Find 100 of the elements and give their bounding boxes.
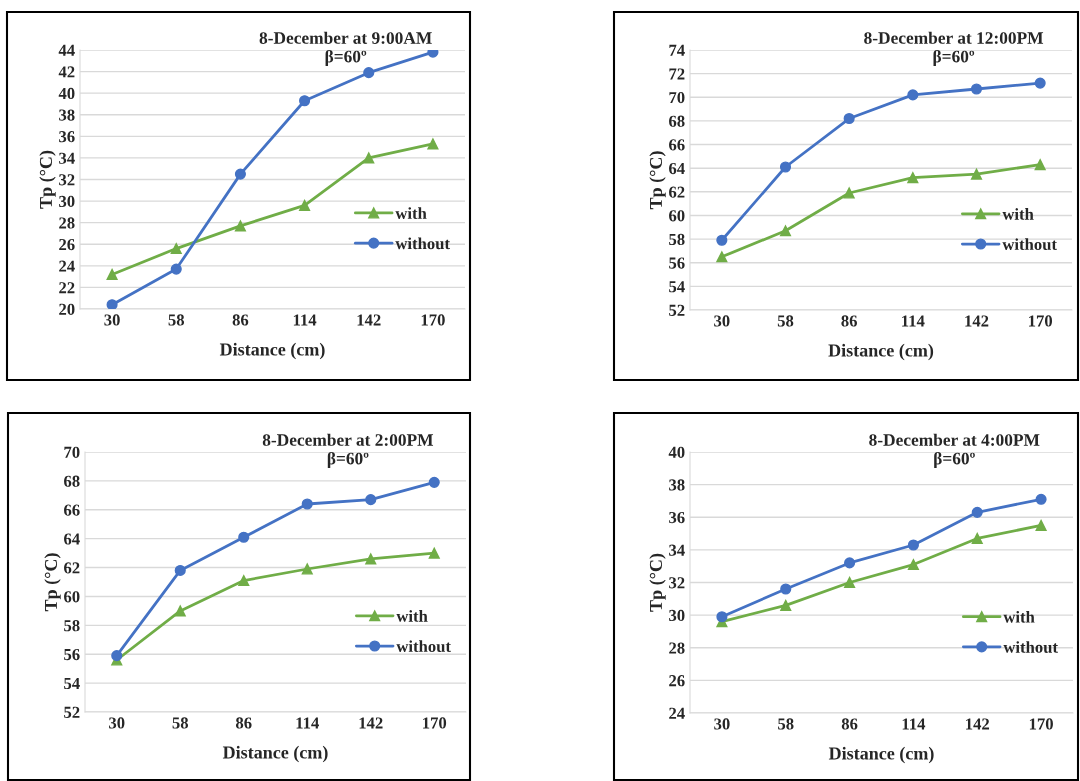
x-tick-label: 142 [966, 718, 990, 730]
x-tick-label: 170 [423, 717, 447, 729]
y-axis-title: Tp (°C) [44, 553, 61, 612]
y-tick-label: 72 [669, 68, 685, 80]
y-tick-label: 64 [64, 533, 80, 545]
legend-label: without [396, 640, 451, 653]
point [427, 138, 439, 150]
point [301, 563, 313, 575]
point [907, 89, 919, 101]
y-tick-label: 60 [64, 591, 80, 603]
point [234, 168, 246, 180]
x-tick-label: 114 [296, 717, 319, 729]
x-tick-label: 170 [1029, 718, 1053, 730]
y-tick-label: 32 [669, 577, 685, 589]
x-axis-title: Distance (cm) [222, 745, 328, 763]
point [174, 605, 186, 617]
y-tick-label: 28 [59, 217, 75, 229]
point [971, 506, 983, 518]
legend-label: with [396, 610, 428, 622]
chart-subtitle: β=60º [325, 50, 367, 66]
legend-label: with [1003, 610, 1035, 623]
chart-title: 8-December at 2:00PM [262, 433, 434, 446]
y-tick-label: 66 [669, 139, 685, 151]
x-tick-label: 30 [104, 314, 120, 326]
legend-label: with [1002, 208, 1034, 220]
legend-label: without [395, 237, 450, 250]
x-tick-label: 142 [359, 717, 383, 729]
y-tick-label: 38 [669, 479, 685, 491]
legend-label: without [1002, 238, 1057, 251]
y-tick-label: 60 [669, 210, 685, 222]
point [1035, 493, 1047, 505]
point [970, 83, 983, 95]
x-tick-label: 30 [109, 717, 125, 729]
chart-title: 8-December at 12:00PM [864, 31, 1044, 44]
point [106, 299, 118, 309]
point [299, 95, 311, 107]
point [780, 599, 792, 611]
x-axis-title: Distance (cm) [828, 343, 934, 361]
y-tick-label: 44 [58, 44, 75, 56]
x-tick-label: 142 [965, 315, 989, 327]
point [1034, 159, 1046, 171]
legend-label: with [395, 207, 427, 219]
point [428, 476, 440, 488]
point [907, 558, 919, 571]
point [716, 251, 728, 263]
y-tick-label: 70 [669, 91, 685, 104]
y-tick-label: 54 [64, 677, 80, 690]
y-tick-label: 62 [64, 562, 80, 574]
point [907, 172, 919, 184]
y-tick-label: 36 [669, 512, 685, 524]
x-tick-label: 58 [172, 717, 189, 729]
x-tick-label: 86 [841, 315, 858, 327]
point [780, 583, 792, 595]
y-tick-label: 34 [59, 152, 75, 164]
point [844, 557, 856, 569]
chart-subtitle: β=60º [327, 452, 369, 468]
point [363, 67, 375, 79]
point [170, 263, 182, 275]
point [363, 152, 375, 164]
y-tick-label: 68 [64, 475, 80, 487]
x-tick-label: 58 [168, 314, 185, 326]
y-tick-label: 28 [669, 642, 685, 654]
point [365, 494, 377, 506]
point [970, 168, 983, 180]
point [843, 187, 855, 199]
x-tick-label: 114 [902, 718, 926, 730]
point [716, 611, 728, 623]
point [365, 553, 377, 565]
y-tick-label: 34 [669, 544, 685, 556]
y-tick-label: 58 [669, 233, 685, 246]
point [1034, 77, 1046, 89]
y-tick-label: 20 [59, 303, 75, 315]
point [170, 243, 182, 255]
y-tick-label: 56 [64, 648, 80, 661]
chart-subtitle: β=60º [934, 452, 975, 468]
y-tick-label: 24 [59, 260, 75, 272]
y-tick-label: 36 [59, 131, 75, 143]
y-tick-label: 68 [669, 115, 685, 127]
chart-title: 8-December at 4:00PM [869, 433, 1040, 446]
y-tick-label: 66 [64, 504, 80, 516]
y-tick-label: 30 [59, 195, 75, 208]
point [238, 531, 250, 543]
y-tick-label: 58 [64, 620, 80, 632]
y-tick-label: 74 [669, 44, 685, 56]
x-tick-label: 170 [421, 314, 445, 326]
y-axis-title: Tp (°C) [649, 151, 666, 210]
y-tick-label: 42 [58, 66, 75, 78]
x-tick-label: 30 [714, 315, 730, 327]
x-axis-title: Distance (cm) [219, 342, 325, 360]
point [106, 268, 118, 281]
point [779, 225, 792, 237]
x-tick-label: 170 [1029, 315, 1053, 327]
x-tick-label: 86 [841, 718, 858, 730]
y-tick-label: 52 [64, 706, 80, 718]
y-tick-label: 64 [669, 162, 685, 175]
y-tick-label: 40 [668, 446, 685, 458]
point [234, 220, 246, 232]
y-tick-label: 22 [59, 282, 75, 294]
x-tick-label: 30 [714, 718, 730, 730]
x-tick-label: 114 [293, 314, 317, 326]
